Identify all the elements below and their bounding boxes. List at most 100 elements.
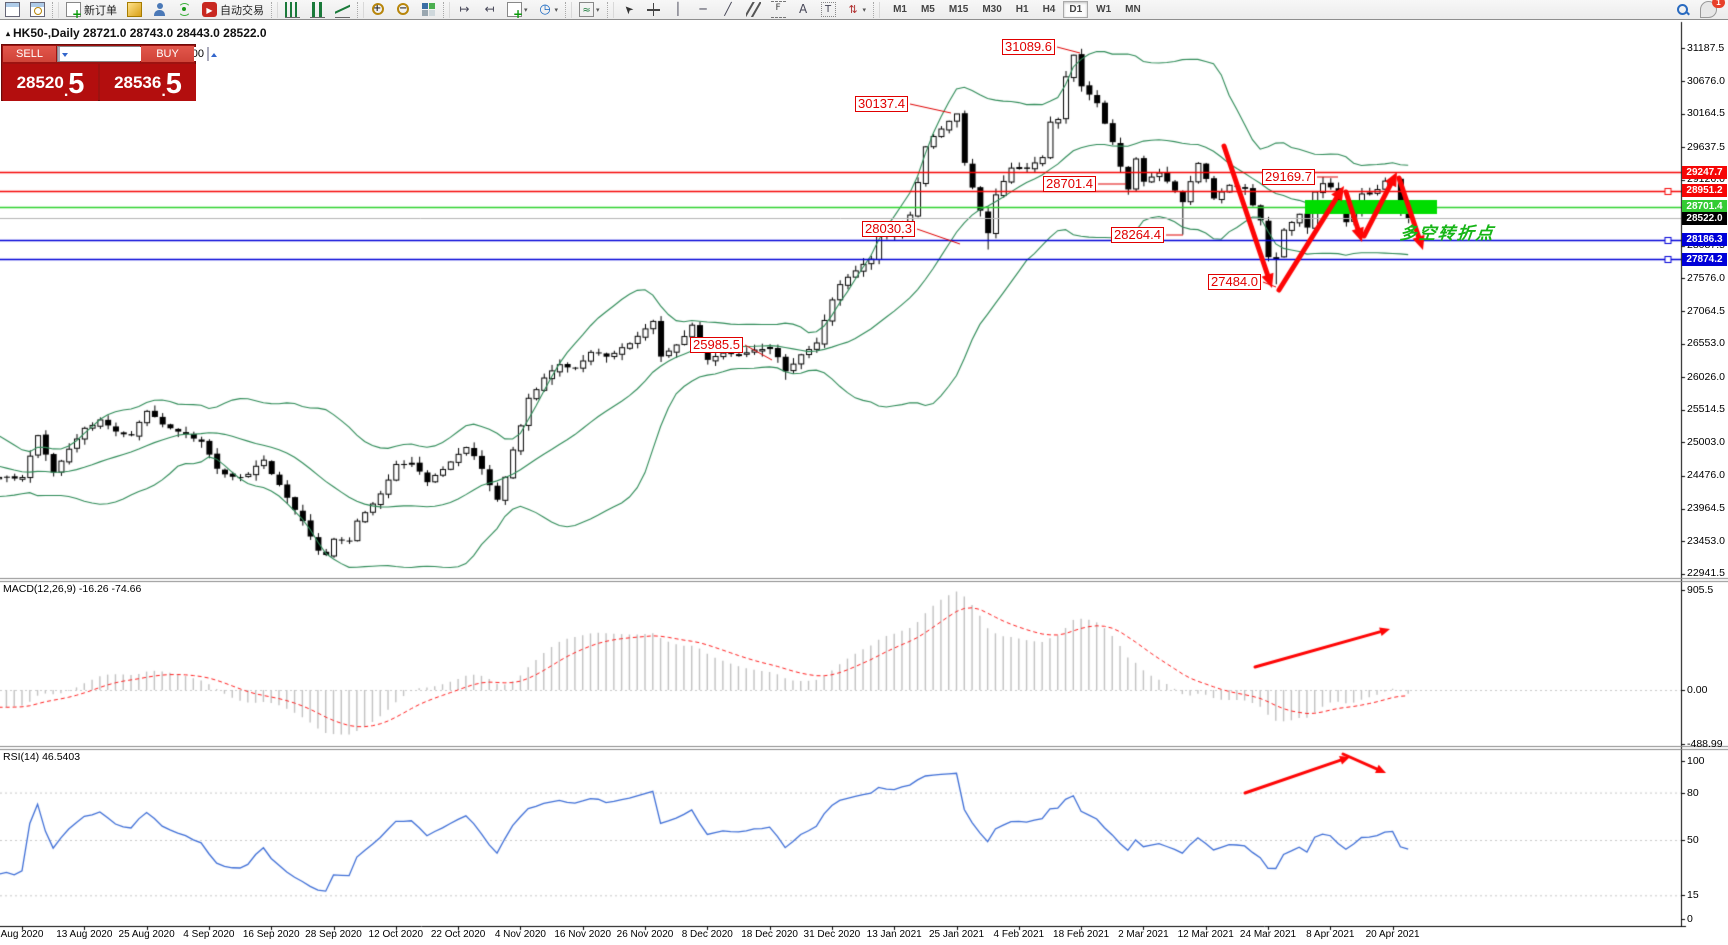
zoom-out-button[interactable] — [392, 0, 415, 20]
chart-title: ▴ HK50-,Daily 28721.0 28743.0 28443.0 285… — [6, 26, 267, 40]
chat-button[interactable]: 1 — [1696, 0, 1725, 20]
sell-price-frac: 5 — [68, 68, 85, 100]
crosshair-button[interactable] — [642, 0, 665, 20]
market-watch-icon — [127, 2, 142, 17]
user-icon — [152, 2, 167, 17]
pane-splitter-macd[interactable] — [0, 578, 1728, 582]
toolbar-separator — [873, 1, 881, 18]
cursor-button[interactable]: ➤ — [617, 0, 640, 20]
timeframe-m15[interactable]: M15 — [948, 4, 969, 15]
buy-price-frac: 5 — [165, 68, 182, 100]
volume-decrease-button[interactable] — [58, 47, 68, 61]
line-chart-button[interactable] — [331, 0, 354, 20]
hline-icon: ─ — [699, 2, 707, 16]
new-chart-button[interactable] — [503, 0, 532, 20]
chart-price-label[interactable]: 29169.7 — [1262, 169, 1315, 185]
timeframe-d1[interactable]: D1 — [1063, 1, 1089, 18]
toolbar-right: 1 — [1670, 0, 1728, 20]
trendline-icon: ╱ — [724, 2, 732, 16]
cursor-icon: ➤ — [620, 1, 636, 18]
zoom-in-icon — [371, 1, 386, 17]
timeframe-m30[interactable]: M30 — [982, 4, 1002, 15]
bar-chart-button[interactable] — [281, 0, 304, 20]
tile-windows-icon — [421, 2, 436, 17]
market-watch-button[interactable] — [123, 0, 146, 20]
text-label-button[interactable]: T — [817, 0, 840, 20]
sell-button[interactable]: SELL — [3, 46, 56, 62]
new-order-button[interactable]: 新订单 — [62, 0, 121, 20]
chart-price-label[interactable]: 27484.0 — [1208, 274, 1261, 290]
timeframe-m1[interactable]: M1 — [893, 4, 907, 15]
text-label-icon: T — [820, 2, 836, 17]
chart-price-label[interactable]: 30137.4 — [855, 96, 908, 112]
candle-chart-button[interactable] — [306, 0, 329, 20]
chart-price-label[interactable]: 28701.4 — [1043, 176, 1096, 192]
signal-icon — [177, 2, 192, 17]
profiles-button[interactable]: ◷ — [534, 0, 563, 20]
chart-window-button[interactable] — [1, 0, 24, 20]
toolbar-buttons: 新订单 自动交易 ↦ ↤ ◷ ≈ ➤ │ ─ ╱ FAT ⇅ — [0, 0, 882, 20]
shapes-icon: ⇅ — [848, 3, 858, 16]
autotrading-button[interactable]: 自动交易 — [198, 0, 268, 20]
toolbar-separator — [271, 1, 278, 18]
buy-price-button[interactable]: 28536.5 — [100, 64, 196, 101]
auto-scroll-button[interactable]: ↦ — [453, 0, 476, 20]
zoom-out-icon — [396, 1, 411, 17]
new-order-icon — [66, 2, 82, 20]
trade-panel-row: SELL BUY — [3, 46, 217, 62]
chart-price-label[interactable]: 25985.5 — [690, 337, 743, 353]
zoom-in-button[interactable] — [367, 0, 390, 20]
timeframe-m5[interactable]: M5 — [920, 4, 935, 15]
volume-increase-button[interactable] — [207, 47, 217, 61]
horizontal-line-button[interactable]: ─ — [692, 0, 715, 20]
accounts-button[interactable] — [148, 0, 171, 20]
chart-price-label[interactable]: 28030.3 — [862, 221, 915, 237]
collapse-icon: ▴ — [6, 29, 11, 38]
vertical-line-button[interactable]: │ — [667, 0, 690, 20]
clock-icon: ◷ — [539, 2, 551, 17]
buy-price-dot: . — [161, 83, 166, 100]
sell-price-main: 28520 — [16, 73, 64, 92]
toolbar-separator — [443, 1, 450, 18]
chart-price-label[interactable]: 28264.4 — [1111, 227, 1164, 243]
buy-price-main: 28536 — [114, 73, 162, 92]
toolbar-separator — [606, 1, 614, 18]
signals-button[interactable] — [173, 0, 196, 20]
toolbar: 新订单 自动交易 ↦ ↤ ◷ ≈ ➤ │ ─ ╱ FAT ⇅ M1 M5 M15 M30 H1 H4 D1 W1 MN… — [0, 0, 1728, 20]
sell-price-button[interactable]: 28520.5 — [3, 64, 98, 101]
text-button[interactable]: A — [792, 0, 815, 20]
bar-chart-icon — [285, 1, 300, 18]
fibonacci-icon: F — [770, 1, 786, 18]
crosshair-icon — [646, 2, 661, 17]
chart-price-label[interactable]: 31089.6 — [1002, 39, 1055, 55]
trendline-button[interactable]: ╱ — [717, 0, 740, 20]
toolbar-separator — [357, 1, 364, 18]
auto-scroll-icon: ↦ — [459, 2, 470, 16]
channel-button[interactable] — [742, 0, 765, 20]
fibonacci-button[interactable]: F — [767, 0, 790, 20]
indicators-button[interactable]: ≈ — [575, 0, 604, 20]
search-button[interactable] — [1671, 0, 1694, 20]
indicator-chart-icon: ≈ — [579, 2, 595, 17]
vline-icon: │ — [674, 2, 682, 16]
annotation-text[interactable]: 多空转折点 — [1398, 224, 1496, 243]
buy-button[interactable]: BUY — [141, 46, 194, 62]
line-chart-icon — [335, 2, 350, 18]
timeframe-h1[interactable]: H1 — [1015, 4, 1029, 15]
timeframe-w1[interactable]: W1 — [1096, 4, 1112, 15]
channel-icon — [746, 2, 761, 17]
timeframe-h4[interactable]: H4 — [1042, 4, 1056, 15]
timeframe-mn[interactable]: MN — [1125, 4, 1141, 15]
window-icon — [5, 2, 20, 17]
data-window-button[interactable] — [26, 0, 49, 20]
tile-windows-button[interactable] — [417, 0, 440, 20]
candle-chart-icon — [310, 1, 325, 18]
chart-shift-button[interactable]: ↤ — [478, 0, 501, 20]
shapes-button[interactable]: ⇅ — [842, 0, 871, 20]
pane-splitter-rsi[interactable] — [0, 746, 1728, 750]
one-click-trade-panel: SELL BUY 28520.5 28536.5 — [1, 44, 217, 101]
search-icon — [1675, 2, 1690, 17]
volume-stepper — [57, 46, 217, 62]
